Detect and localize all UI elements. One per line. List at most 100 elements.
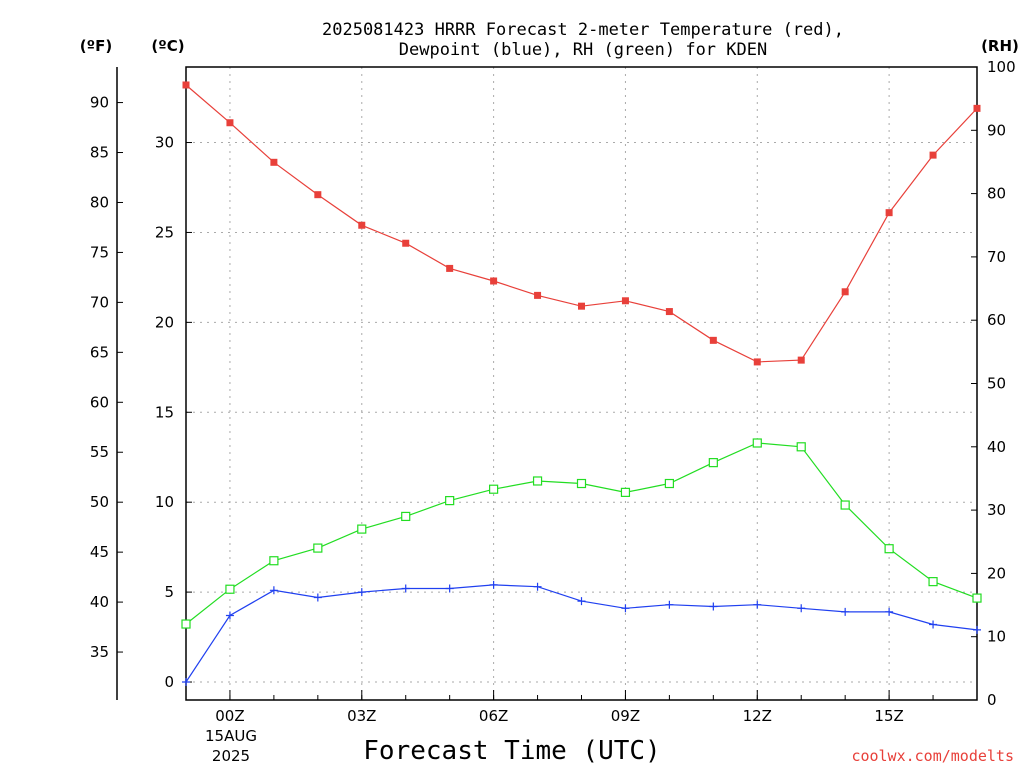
temperature-marker [885,209,893,217]
rh-marker [445,496,455,506]
chart-title-line-2: Dewpoint (blue), RH (green) for KDEN [399,40,767,60]
dewpoint-marker [533,582,542,591]
temperature-line [185,84,978,363]
fahrenheit-tick-label: 55 [90,443,109,461]
fahrenheit-tick-label: 75 [90,243,109,261]
rh-tick-label: 10 [987,628,1006,646]
temperature-series [182,81,981,366]
date-label-year: 2025 [212,747,250,765]
rh-tick-label: 40 [987,438,1006,456]
rh-marker [489,484,499,494]
rh-series [181,438,982,629]
x-axis-label: Forecast Time (UTC) [363,736,660,766]
celsius-unit-label: (ºC) [151,37,184,55]
celsius-tick-label: 10 [155,493,174,511]
rh-marker [269,556,279,566]
dewpoint-marker [797,604,806,613]
dewpoint-marker [401,584,410,593]
fahrenheit-tick-label: 65 [90,343,109,361]
dewpoint-marker [885,607,894,616]
dewpoint-marker [929,620,938,629]
temperature-marker [358,221,366,229]
x-tick-label: 12Z [743,707,772,725]
x-tick-label: 03Z [347,707,376,725]
rh-tick-label: 30 [987,501,1006,519]
temperature-marker [314,191,322,199]
celsius-tick-label: 25 [155,223,174,241]
dewpoint-marker [182,678,190,687]
fahrenheit-tick-label: 40 [90,593,109,611]
dewpoint-marker [709,602,718,611]
dewpoint-marker [489,580,498,589]
temperature-marker [797,356,805,364]
fahrenheit-tick-label: 35 [90,643,109,661]
dewpoint-marker [269,586,278,595]
rh-marker [972,593,982,603]
temperature-marker [578,302,585,310]
temperature-marker [490,277,498,285]
rh-tick-label: 60 [987,311,1006,329]
celsius-tick-label: 15 [155,403,174,421]
rh-tick-label: 100 [987,58,1016,76]
rh-marker [840,500,850,510]
fahrenheit-tick-label: 90 [90,94,109,112]
rh-marker [884,544,894,554]
temperature-marker [621,297,629,305]
temperature-marker [929,151,937,159]
dewpoint-marker [621,604,630,613]
rh-unit-label: (RH) [981,37,1019,55]
celsius-tick-label: 5 [164,583,174,601]
dewpoint-marker [665,600,674,609]
rh-marker [664,478,674,489]
rh-marker [708,458,718,468]
dewpoint-marker [445,584,454,593]
rh-marker [796,442,806,452]
dewpoint-marker [577,597,586,606]
rh-marker [752,438,762,448]
rh-marker [401,511,411,522]
rh-tick-label: 70 [987,248,1006,266]
rh-tick-label: 80 [987,185,1006,203]
dewpoint-marker [753,600,762,609]
rh-tick-label: 90 [987,121,1006,139]
fahrenheit-tick-label: 70 [90,293,109,311]
rh-marker [576,478,587,489]
rh-marker [357,524,367,534]
rh-tick-label: 50 [987,375,1006,393]
x-tick-label: 15Z [874,707,903,725]
dewpoint-marker [357,588,366,597]
credit-text: coolwx.com/modelts [851,747,1014,765]
fahrenheit-tick-label: 50 [90,493,109,511]
rh-marker [532,476,543,486]
fahrenheit-unit-label: (ºF) [80,37,112,55]
rh-marker [620,487,631,497]
rh-marker [928,577,938,587]
axes: 35 40 45 50 55 60 65 70 75 80 85 90 0 5 10 15 20 25 30 0 10 2… [90,58,1016,725]
celsius-tick-label: 20 [155,313,174,331]
temperature-marker [270,158,278,166]
rh-tick-label: 20 [987,564,1006,582]
fahrenheit-tick-label: 45 [90,543,109,561]
fahrenheit-tick-label: 80 [90,193,109,211]
temperature-marker [534,291,542,299]
chart-title-line-1: 2025081423 HRRR Forecast 2-meter Tempera… [322,20,844,40]
dewpoint-marker [973,625,981,634]
dewpoint-marker [841,607,850,616]
dewpoint-marker [313,593,322,602]
fahrenheit-tick-label: 60 [90,393,109,411]
fahrenheit-tick-label: 85 [90,144,109,162]
temperature-marker [182,81,190,89]
rh-marker [225,584,235,594]
temperature-marker [973,104,981,112]
series-layer [181,81,982,687]
rh-marker [181,619,191,629]
x-tick-label: 06Z [479,707,508,725]
temperature-marker [841,288,849,296]
temperature-marker [665,308,673,316]
rh-tick-label: 0 [987,691,997,709]
rh-line [185,442,978,625]
dewpoint-series [182,580,981,687]
x-tick-label: 09Z [611,707,640,725]
x-tick-label: 00Z [215,707,244,725]
